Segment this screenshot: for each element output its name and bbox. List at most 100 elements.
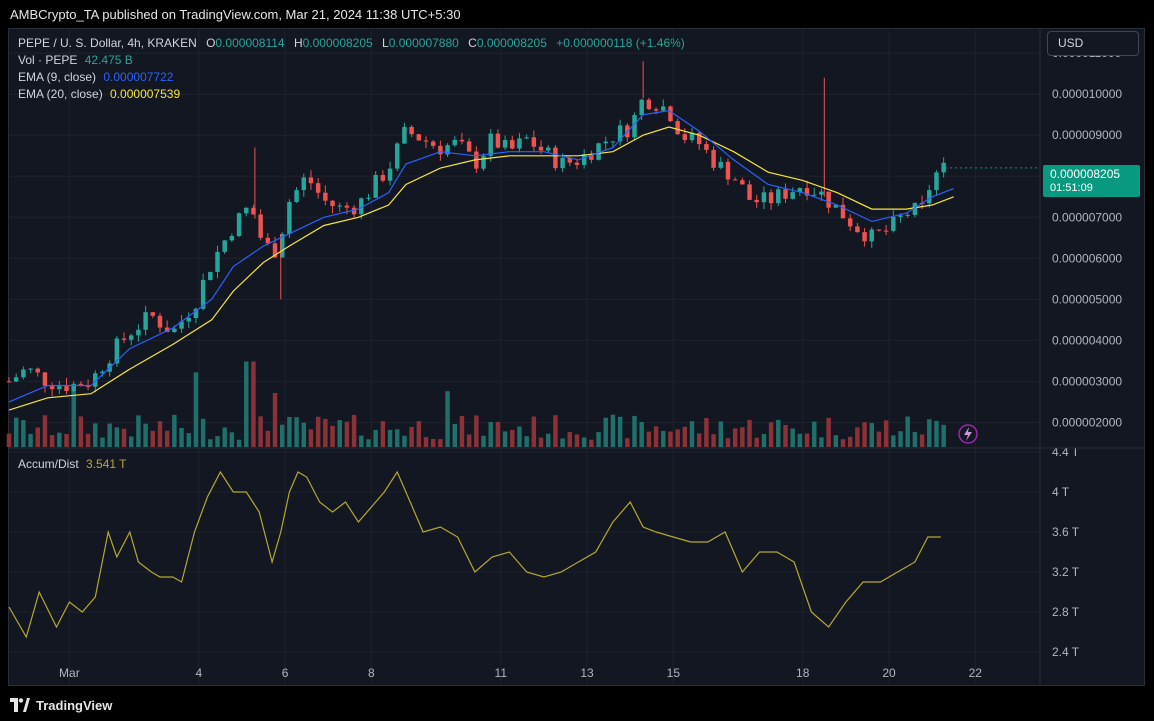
volume-bar bbox=[315, 416, 321, 447]
candle-body bbox=[790, 192, 795, 199]
volume-bar bbox=[768, 422, 774, 447]
currency-selector[interactable]: USD bbox=[1047, 31, 1139, 56]
candle-body bbox=[804, 188, 810, 196]
candle-body bbox=[783, 189, 788, 199]
volume-bar bbox=[330, 425, 335, 447]
volume-bar bbox=[682, 426, 688, 447]
candle-body bbox=[359, 198, 364, 215]
currency-label: USD bbox=[1058, 36, 1084, 50]
candle-body bbox=[840, 204, 846, 219]
candle-body bbox=[294, 190, 299, 202]
volume-bar bbox=[438, 439, 443, 447]
candle-body bbox=[589, 154, 594, 160]
candle-body bbox=[330, 200, 335, 207]
volume-bar bbox=[876, 431, 882, 447]
volume-bar bbox=[538, 437, 544, 447]
candle-body bbox=[567, 157, 573, 163]
volume-bar bbox=[495, 421, 501, 447]
candle-body bbox=[279, 234, 285, 258]
volume-bar bbox=[172, 414, 177, 447]
volume-bar bbox=[445, 391, 450, 447]
volume-bar bbox=[826, 417, 831, 447]
candle-body bbox=[632, 115, 637, 138]
volume-bar bbox=[603, 417, 608, 447]
candle-body bbox=[488, 133, 493, 156]
candle-body bbox=[812, 194, 817, 196]
ema20-legend[interactable]: EMA (20, close) 0.000007539 bbox=[18, 86, 180, 103]
chart-frame[interactable] bbox=[8, 28, 1145, 686]
candle-body bbox=[78, 383, 84, 387]
volume-bar bbox=[423, 437, 429, 447]
candle-body bbox=[545, 147, 551, 151]
candle-body bbox=[862, 232, 867, 242]
candle-body bbox=[761, 192, 767, 203]
candle-body bbox=[150, 312, 156, 316]
volume-bar bbox=[100, 437, 105, 447]
candle-body bbox=[215, 251, 220, 272]
volume-bar bbox=[395, 429, 400, 447]
volume-bar bbox=[251, 361, 256, 447]
volume-bar bbox=[761, 434, 767, 447]
candle-body bbox=[265, 237, 271, 244]
accum-dist-line bbox=[8, 470, 941, 639]
candle-body bbox=[172, 328, 177, 333]
volume-bar bbox=[114, 427, 120, 447]
candle-body bbox=[323, 192, 328, 201]
candle-body bbox=[157, 315, 163, 328]
candle-body bbox=[136, 329, 141, 336]
candle-body bbox=[876, 229, 882, 231]
candle-body bbox=[941, 162, 946, 173]
accum-value: 3.541 T bbox=[86, 457, 127, 471]
volume-bar bbox=[560, 438, 565, 447]
volume-bar bbox=[387, 429, 393, 447]
candle-body bbox=[510, 140, 515, 149]
volume-bar bbox=[581, 437, 587, 447]
volume-bar bbox=[524, 436, 529, 447]
candle-body bbox=[668, 106, 673, 122]
volume-legend[interactable]: Vol · PEPE 42.475 B bbox=[18, 52, 133, 69]
volume-bar bbox=[567, 432, 573, 447]
candle-body bbox=[581, 154, 587, 165]
symbol-title[interactable]: PEPE / U. S. Dollar, 4h, KRAKEN bbox=[18, 36, 197, 50]
candle-body bbox=[732, 179, 738, 181]
ema9-legend[interactable]: EMA (9, close) 0.000007722 bbox=[18, 69, 173, 86]
candle-body bbox=[603, 141, 608, 144]
volume-bar bbox=[272, 393, 278, 447]
candle-body bbox=[538, 146, 544, 151]
candle-body bbox=[366, 197, 371, 199]
candle-body bbox=[912, 202, 918, 215]
volume-bar bbox=[488, 421, 493, 447]
volume-bar bbox=[610, 414, 616, 447]
candle-body bbox=[905, 214, 910, 216]
candle-body bbox=[128, 335, 134, 340]
volume-bar bbox=[337, 420, 342, 447]
volume-bar bbox=[855, 427, 860, 447]
volume-bar bbox=[574, 434, 580, 447]
volume-bar bbox=[452, 423, 457, 447]
volume-bar bbox=[545, 433, 551, 447]
volume-bar bbox=[790, 428, 795, 447]
candle-body bbox=[459, 139, 465, 142]
candle-body bbox=[251, 207, 256, 215]
time-tick-label: Mar bbox=[59, 666, 80, 680]
volume-bar bbox=[696, 433, 702, 447]
volume-bar bbox=[265, 430, 271, 447]
volume-bar bbox=[222, 427, 227, 447]
candle-body bbox=[272, 243, 278, 258]
volume-bar bbox=[912, 431, 918, 447]
ema9-line bbox=[8, 109, 954, 403]
time-tick-label: 13 bbox=[580, 666, 594, 680]
accum-legend[interactable]: Accum/Dist 3.541 T bbox=[18, 456, 127, 473]
volume-bar bbox=[193, 372, 199, 447]
lightning-icon bbox=[958, 424, 978, 444]
volume-bar bbox=[42, 415, 48, 447]
candle-body bbox=[344, 205, 350, 208]
footer-brand[interactable]: TradingView bbox=[10, 694, 112, 716]
price-tick-label: 0.000002000 bbox=[1052, 415, 1122, 429]
volume-bar bbox=[157, 421, 163, 447]
candle-body bbox=[934, 172, 939, 191]
high-key: H bbox=[293, 36, 303, 50]
candle-body bbox=[373, 174, 378, 198]
candle-body bbox=[847, 218, 853, 227]
